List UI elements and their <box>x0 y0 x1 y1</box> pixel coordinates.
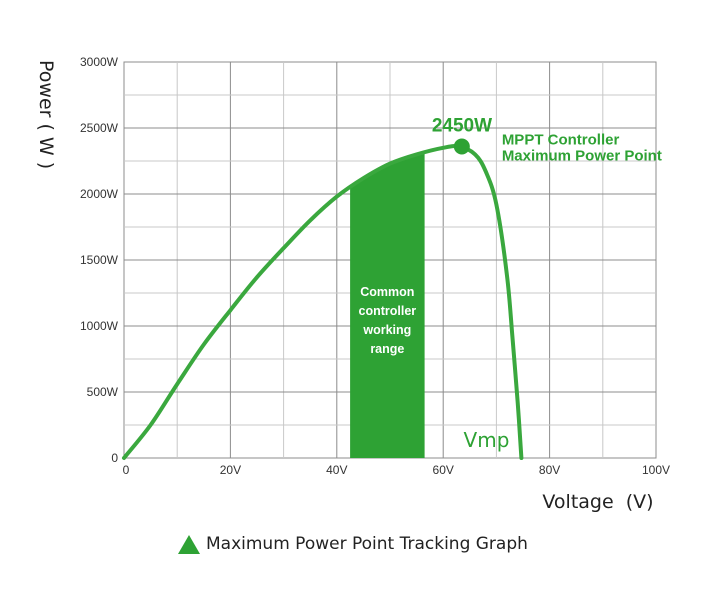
working-range-label-line: controller <box>359 304 417 318</box>
y-tick-label: 1500W <box>80 253 119 267</box>
x-tick-label: 40V <box>326 463 347 477</box>
chart-caption: Maximum Power Point Tracking Graph <box>178 532 528 556</box>
annotations: Voltage (V) Power ( W ) 2450W MPPT Controll… <box>35 60 662 513</box>
working-range-label-line: range <box>370 342 404 356</box>
working-range-label-line: Common <box>360 285 414 299</box>
y-tick-label: 0 <box>111 451 118 465</box>
x-tick-label: 100V <box>642 463 670 477</box>
x-tick-label: 60V <box>433 463 454 477</box>
working-range-area <box>350 152 425 458</box>
y-tick-label: 3000W <box>80 55 119 69</box>
max-power-point-marker <box>453 138 470 155</box>
caption-text: Maximum Power Point Tracking Graph <box>206 534 528 554</box>
vmp-label: Vmp <box>464 428 510 452</box>
y-tick-label: 1000W <box>80 319 119 333</box>
x-tick-label: 80V <box>539 463 560 477</box>
y-axis-title: Power ( W ) <box>35 60 57 169</box>
power-curve-line <box>122 144 524 460</box>
working-range-label-line: working <box>362 323 411 337</box>
peak-value-label: 2450W <box>432 115 492 136</box>
mppt-label-line: Maximum Power Point <box>502 147 662 164</box>
tick-labels: 0 20V 40V 60V 80V 100V 0 500W 1000W 1500W 2000W 250… <box>80 55 670 477</box>
x-axis-title: Voltage (V) <box>542 491 653 513</box>
y-tick-label: 2000W <box>80 187 119 201</box>
power-curve-group <box>122 138 524 460</box>
x-tick-label: 20V <box>220 463 241 477</box>
y-tick-label: 500W <box>87 385 119 399</box>
y-tick-label: 2500W <box>80 121 119 135</box>
triangle-icon <box>178 534 200 554</box>
working-range-band <box>350 152 425 458</box>
mppt-label-line: MPPT Controller <box>502 131 620 148</box>
x-tick-label: 0 <box>123 463 130 477</box>
